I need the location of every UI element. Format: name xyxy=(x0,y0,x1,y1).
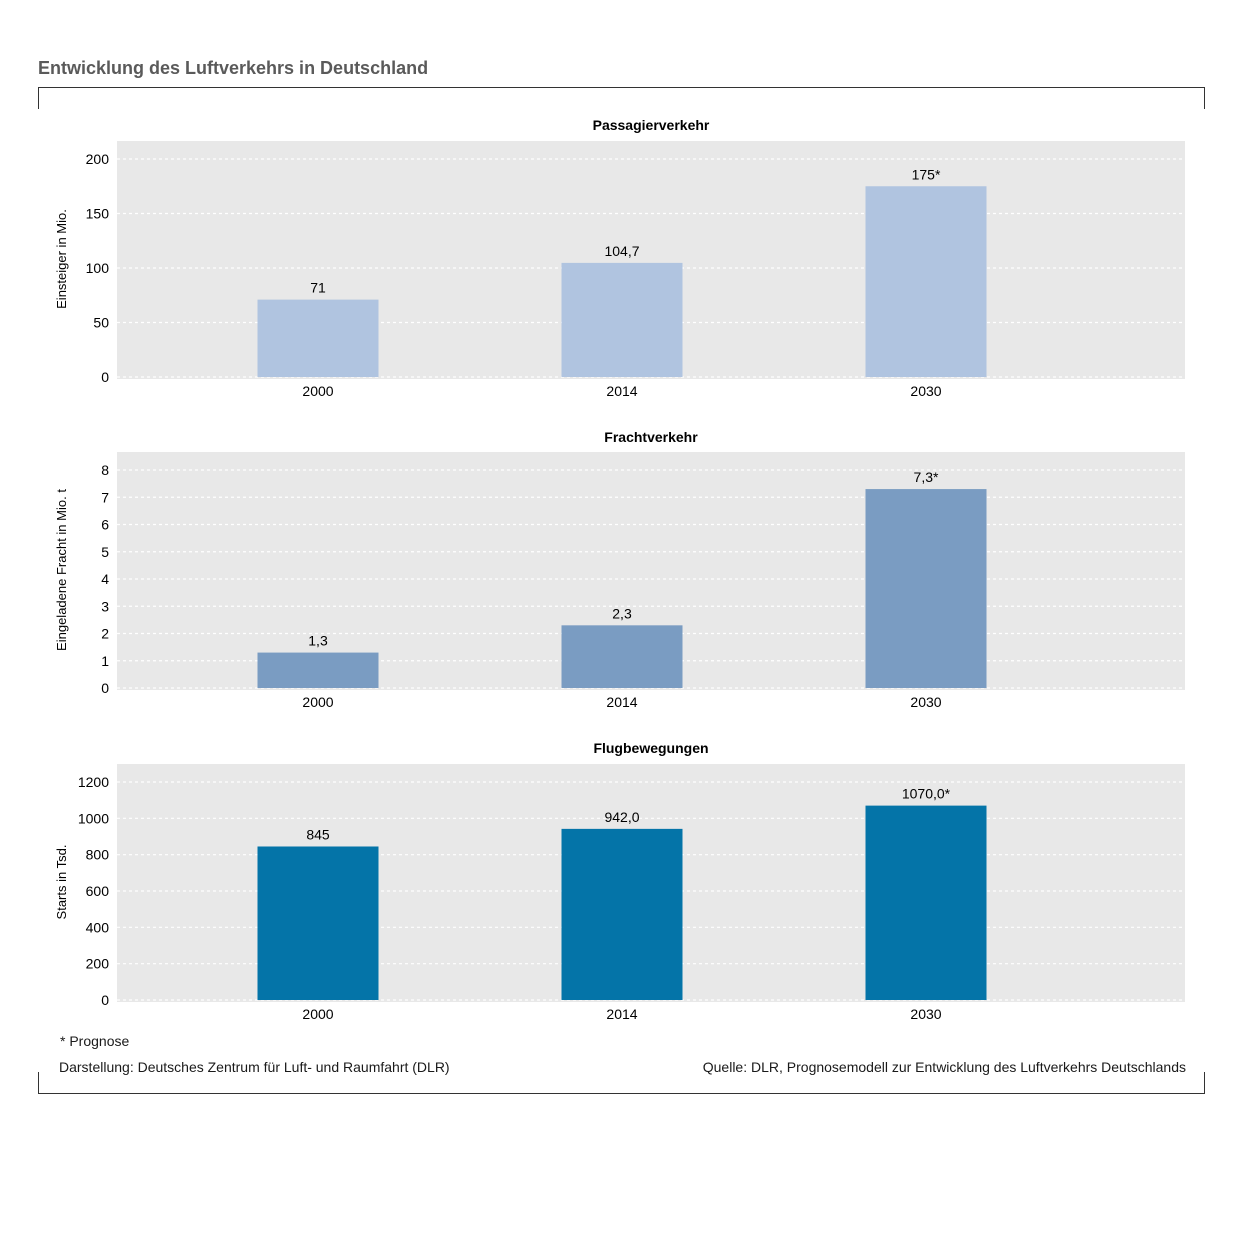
credit-right: Quelle: DLR, Prognosemodell zur Entwickl… xyxy=(702,1059,1186,1075)
x-tick-label: 2014 xyxy=(606,694,637,710)
y-tick-label: 2 xyxy=(101,626,109,642)
y-tick-label: 150 xyxy=(86,206,110,222)
y-tick-label: 600 xyxy=(86,883,110,899)
y-tick-label: 0 xyxy=(101,992,109,1008)
y-tick-label: 5 xyxy=(101,544,109,560)
bar-2000 xyxy=(257,652,379,688)
y-tick-label: 200 xyxy=(86,151,110,167)
frame-top xyxy=(38,87,1205,109)
x-tick-label: 2014 xyxy=(606,383,637,399)
y-tick-label: 200 xyxy=(86,956,110,972)
x-tick-label: 2030 xyxy=(910,694,941,710)
y-tick-label: 1200 xyxy=(78,774,109,790)
footnote: * Prognose xyxy=(60,1033,130,1049)
frame-bottom xyxy=(38,1072,1205,1094)
x-tick-label: 2000 xyxy=(302,694,333,710)
y-tick-label: 50 xyxy=(93,315,109,331)
chart-title-3: Flugbewegungen xyxy=(593,740,708,756)
y-tick-label: 1000 xyxy=(78,810,109,826)
bar-2014 xyxy=(561,262,683,377)
y-tick-label: 800 xyxy=(86,847,110,863)
data-label-2000: 1,3 xyxy=(308,633,328,649)
x-tick-label: 2000 xyxy=(302,1006,333,1022)
y-tick-label: 0 xyxy=(101,369,109,385)
data-label-2014: 942,0 xyxy=(604,809,639,825)
data-label-2030: 1070,0* xyxy=(902,786,951,802)
data-label-2000: 71 xyxy=(310,280,326,296)
y-tick-label: 1 xyxy=(101,653,109,669)
data-label-2030: 175* xyxy=(912,166,941,182)
x-tick-label: 2014 xyxy=(606,1006,637,1022)
x-tick-label: 2000 xyxy=(302,383,333,399)
y-tick-label: 7 xyxy=(101,489,109,505)
bar-2000 xyxy=(257,846,379,1000)
data-label-2014: 2,3 xyxy=(612,605,632,621)
data-label-2014: 104,7 xyxy=(604,243,639,259)
data-label-2000: 845 xyxy=(306,826,330,842)
bar-2030 xyxy=(865,186,987,377)
x-tick-label: 2030 xyxy=(910,1006,941,1022)
y-axis-label-1: Einsteiger in Mio. xyxy=(54,209,69,309)
y-tick-label: 8 xyxy=(101,462,109,478)
chart-title-2: Frachtverkehr xyxy=(604,429,698,445)
y-tick-label: 400 xyxy=(86,919,110,935)
y-tick-label: 100 xyxy=(86,260,110,276)
bar-2030 xyxy=(865,489,987,688)
y-tick-label: 4 xyxy=(101,571,109,587)
y-axis-label-3: Starts in Tsd. xyxy=(54,845,69,920)
data-label-2030: 7,3* xyxy=(914,469,939,485)
y-axis-label-2: Eingeladene Fracht in Mio. t xyxy=(54,489,69,651)
x-tick-label: 2030 xyxy=(910,383,941,399)
y-tick-label: 3 xyxy=(101,598,109,614)
y-tick-label: 6 xyxy=(101,517,109,533)
bar-2030 xyxy=(865,805,987,1000)
bar-2014 xyxy=(561,828,683,1000)
page-title: Entwicklung des Luftverkehrs in Deutschl… xyxy=(38,58,429,78)
chart-title-1: Passagierverkehr xyxy=(593,117,710,133)
y-tick-label: 0 xyxy=(101,680,109,696)
bar-2000 xyxy=(257,299,379,377)
bar-2014 xyxy=(561,625,683,688)
credit-left: Darstellung: Deutsches Zentrum für Luft-… xyxy=(59,1059,450,1075)
